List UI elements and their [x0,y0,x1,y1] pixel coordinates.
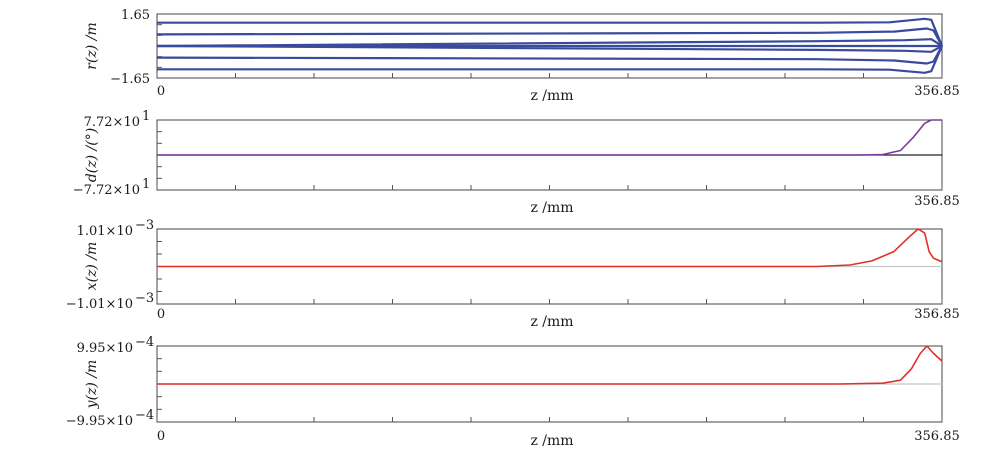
y-axis-title: r(z) /m [84,22,100,69]
series-group [157,345,943,385]
series-line-r1 [157,17,944,47]
y-axis-title: d(z) /(°) [84,128,100,182]
series-group [157,228,943,268]
x-ticks [156,131,943,190]
series-line-r6 [156,45,943,65]
y-tick-top: 1.65 [121,8,150,23]
x-tick-start: 0 [157,429,165,444]
y-tick-top-exp: −3 [135,218,154,233]
x-ticks [156,241,943,304]
x-tick-start: 0 [157,84,165,99]
y-tick-bottom: −9.95×10 [66,414,133,429]
y-tick-top-exp: −4 [135,335,154,350]
y-tick-top: 7.72×10 [84,115,140,130]
series-line-x [157,228,943,268]
x-tick-end: 356.85 [914,307,960,322]
x-axis-title: z /mm [530,200,573,216]
series-line-r7 [157,45,944,74]
x-axis-title: z /mm [530,314,573,330]
y-tick-bottom-exp: −4 [135,408,154,423]
x-axis-title: z /mm [530,88,573,104]
series-group [157,119,942,156]
x-axis-title: z /mm [530,433,573,449]
series-line-r2 [156,27,943,47]
y-tick-bottom: −7.72×10 [73,183,140,198]
panel-x: x(z) /m 1.01×10 −3 −1.01×10 −3 0 356.85 … [66,218,960,330]
y-tick-bottom-exp: −3 [135,291,154,306]
y-tick-bottom: −1.01×10 [66,297,133,312]
x-tick-end: 356.85 [914,194,960,209]
y-tick-bottom-exp: 1 [142,177,150,192]
panel-y: y(z) /m 9.95×10 −4 −9.95×10 −4 0 356.85 … [66,335,960,449]
series-line-d [157,119,942,156]
series-line-r3 [156,38,943,48]
series-group [156,17,944,74]
x-tick-end: 356.85 [914,429,960,444]
x-tick-end: 356.85 [914,84,960,99]
y-tick-top-exp: 1 [142,109,150,124]
x-ticks [156,358,943,422]
y-axis-title: y(z) /m [84,360,100,410]
x-tick-start: 0 [157,307,165,322]
panel-r: r(z) /m 1.65 −1.65 0 356.85 z /mm [84,8,960,104]
series-line-y [157,345,943,385]
y-tick-top: 1.01×10 [77,224,133,239]
y-tick-top: 9.95×10 [77,341,133,356]
y-tick-bottom: −1.65 [110,72,150,87]
y-axis-title: x(z) /m [84,242,100,291]
panel-d: d(z) /(°) 7.72×10 1 −7.72×10 1 356.85 z … [73,109,960,216]
series-line-r5 [156,44,943,53]
